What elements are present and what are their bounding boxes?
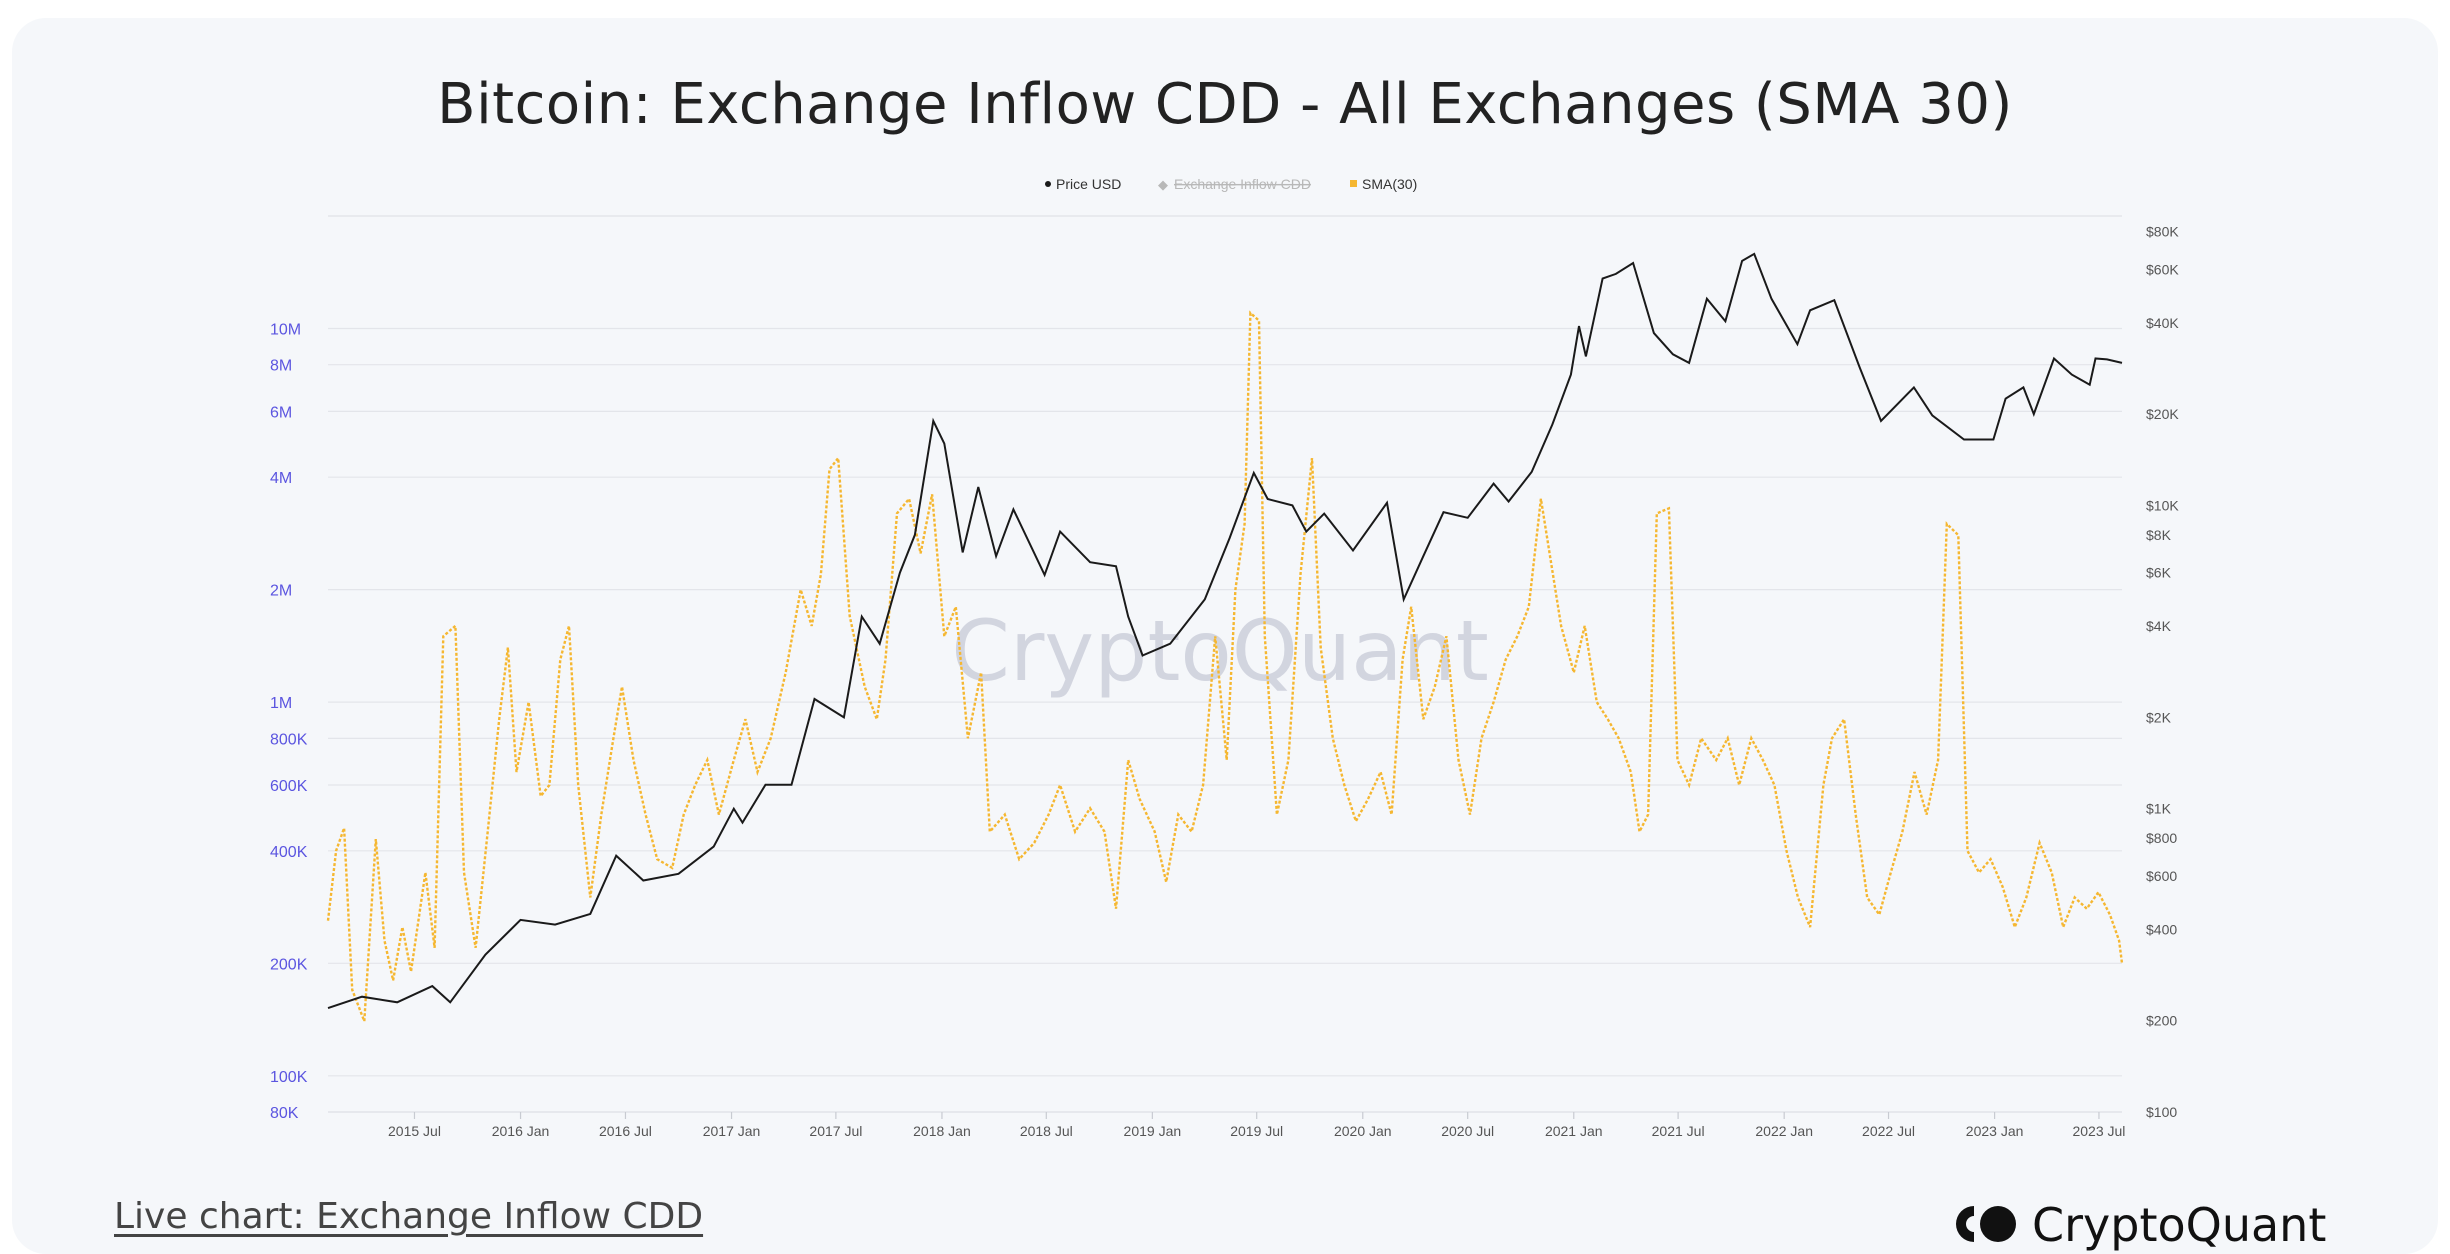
- x-axis-tick-label: 2018 Jan: [913, 1123, 971, 1139]
- right-axis-tick-label: $800: [2146, 830, 2177, 846]
- x-axis-tick-label: 2022 Jul: [1862, 1123, 1915, 1139]
- right-axis-tick-label: $6K: [2146, 565, 2172, 581]
- x-axis-tick-label: 2021 Jan: [1545, 1123, 1603, 1139]
- legend-swatch-cdd: ◆: [1158, 177, 1168, 192]
- x-axis-tick-label: 2016 Jan: [492, 1123, 550, 1139]
- live-chart-link[interactable]: Live chart: Exchange Inflow CDD: [114, 1196, 704, 1237]
- right-axis-tick-label: $200: [2146, 1013, 2177, 1029]
- left-axis-tick-label: 10M: [270, 321, 301, 338]
- legend-label-sma: SMA(30): [1362, 176, 1417, 192]
- left-axis-tick-label: 100K: [270, 1069, 308, 1086]
- x-axis-tick-label: 2015 Jul: [388, 1123, 441, 1139]
- x-axis-ticks: 2015 Jul 2016 Jan 2016 Jul 2017 Jan 2017 Jul…: [388, 1112, 2125, 1139]
- left-axis-tick-label: 80K: [270, 1105, 299, 1122]
- x-axis-tick-label: 2023 Jul: [2072, 1123, 2125, 1139]
- left-axis-tick-label: 1M: [270, 695, 292, 712]
- right-axis-tick-label: $1K: [2146, 801, 2172, 817]
- left-axis-tick-label: 800K: [270, 731, 308, 748]
- x-axis-tick-label: 2022 Jan: [1755, 1123, 1813, 1139]
- left-axis-tick-label: 600K: [270, 778, 308, 795]
- left-axis-tick-label: 4M: [270, 470, 292, 487]
- right-axis-tick-label: $80K: [2146, 224, 2179, 240]
- legend-swatch-price: [1045, 181, 1051, 187]
- legend-label-price: Price USD: [1056, 176, 1121, 192]
- x-axis-tick-label: 2019 Jul: [1230, 1123, 1283, 1139]
- series-line-sma30: [326, 310, 2124, 1022]
- chart-svg: CryptoQuant 80K 100K 200K 400K 600K 800K 1M 2M 4…: [270, 176, 2179, 1160]
- right-axis-tick-label: $600: [2146, 868, 2177, 884]
- left-axis-tick-label: 400K: [270, 844, 308, 861]
- x-axis-tick-label: 2018 Jul: [1020, 1123, 1073, 1139]
- x-axis-tick-label: 2017 Jan: [703, 1123, 761, 1139]
- left-axis-ticks: 80K 100K 200K 400K 600K 800K 1M 2M 4M 6M 8M 10M: [270, 321, 308, 1122]
- right-axis-tick-label: $400: [2146, 921, 2177, 937]
- right-axis-tick-label: $100: [2146, 1104, 2177, 1120]
- brand-name: CryptoQuant: [2032, 1198, 2327, 1252]
- right-axis-tick-label: $4K: [2146, 618, 2172, 634]
- legend-swatch-sma: [1350, 180, 1357, 187]
- series-line-price-usd: [327, 252, 2123, 1010]
- grid-lines: [328, 215, 2122, 1113]
- legend: Price USD ◆ Exchange Inflow CDD SMA(30): [1045, 176, 1417, 192]
- watermark-partial: [1880, 1148, 2160, 1160]
- left-axis-tick-label: 2M: [270, 583, 292, 600]
- x-axis-tick-label: 2021 Jul: [1652, 1123, 1705, 1139]
- right-axis-tick-label: $60K: [2146, 261, 2179, 277]
- right-axis-ticks: $100 $200 $400 $600 $800 $1K $2K $4K $6K $8K $10K $…: [2146, 224, 2179, 1120]
- right-axis-tick-label: $8K: [2146, 527, 2172, 543]
- legend-label-cdd: Exchange Inflow CDD: [1174, 176, 1311, 192]
- chart-card: [12, 18, 2438, 1254]
- x-axis-tick-label: 2020 Jan: [1334, 1123, 1392, 1139]
- right-axis-tick-label: $2K: [2146, 709, 2172, 725]
- chart-title: Bitcoin: Exchange Inflow CDD - All Excha…: [437, 72, 2013, 137]
- x-axis-tick-label: 2016 Jul: [599, 1123, 652, 1139]
- x-axis-tick-label: 2023 Jan: [1966, 1123, 2024, 1139]
- right-axis-tick-label: $20K: [2146, 406, 2179, 422]
- left-axis-tick-label: 8M: [270, 358, 292, 375]
- x-axis-tick-label: 2019 Jan: [1124, 1123, 1182, 1139]
- left-axis-tick-label: 200K: [270, 956, 308, 973]
- legend-item-exchange-inflow-cdd[interactable]: ◆ Exchange Inflow CDD: [1158, 176, 1311, 192]
- x-axis-tick-label: 2017 Jul: [809, 1123, 862, 1139]
- left-axis-tick-label: 6M: [270, 404, 292, 421]
- right-axis-tick-label: $40K: [2146, 315, 2179, 331]
- cryptoquant-logo-icon: [1956, 1206, 2016, 1242]
- legend-item-price-usd[interactable]: Price USD: [1045, 176, 1121, 192]
- right-axis-tick-label: $10K: [2146, 497, 2179, 513]
- legend-item-sma30[interactable]: SMA(30): [1350, 176, 1417, 192]
- x-axis-tick-label: 2020 Jul: [1441, 1123, 1494, 1139]
- watermark: CryptoQuant: [951, 602, 1489, 700]
